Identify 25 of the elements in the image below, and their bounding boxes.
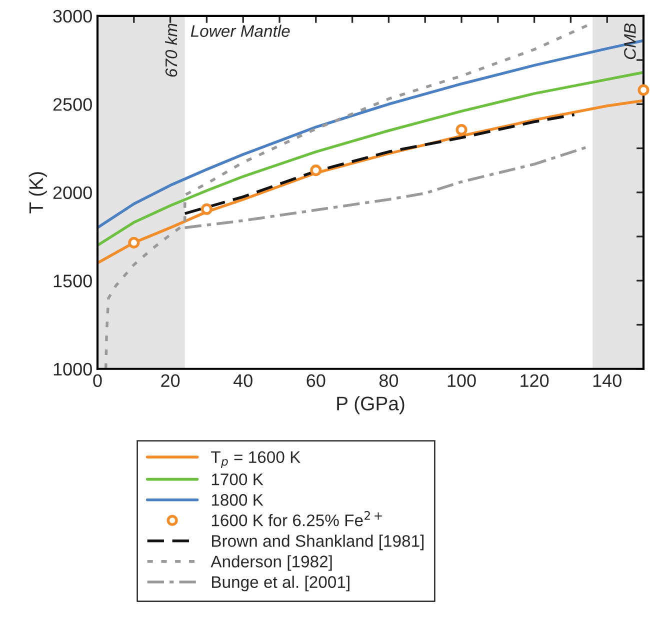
annotation: Lower Mantle: [190, 24, 290, 37]
legend-label: 1600 K for 6.25% Fe$^{2+}$: [212, 511, 382, 526]
legend-label: Brown and Shankland [1981]: [212, 534, 424, 550]
y-tick-label: 1500: [54, 274, 92, 288]
x-tick-label: 0: [93, 374, 102, 388]
x-tick-label: 100: [448, 374, 476, 388]
y-tick-label: 1000: [54, 362, 92, 376]
x-tick-label: 60: [306, 374, 326, 388]
legend-label: T$_{p}$ = 1600 K: [211, 451, 300, 468]
x-tick-label: 80: [379, 374, 398, 388]
x-tick-label: 20: [161, 374, 180, 388]
y-tick-label: 3000: [53, 10, 92, 23]
y-axis-title: T (K): [28, 172, 47, 214]
x-tick-label: 40: [233, 374, 252, 388]
band-label: CMB: [624, 24, 636, 60]
x-axis-title: P (GPa): [337, 396, 404, 414]
legend-label: 1800 K: [212, 494, 264, 506]
x-tick-label: 120: [520, 374, 549, 388]
band-label: 670 km: [164, 24, 178, 77]
y-tick-label: 2500: [53, 98, 92, 111]
legend-label: Bunge et al. [2001]: [212, 576, 350, 592]
x-tick-label: 140: [593, 374, 622, 388]
legend-label: Anderson [1982]: [210, 555, 332, 571]
legend-label: 1700 K: [212, 474, 264, 486]
y-tick-label: 2000: [53, 186, 92, 200]
